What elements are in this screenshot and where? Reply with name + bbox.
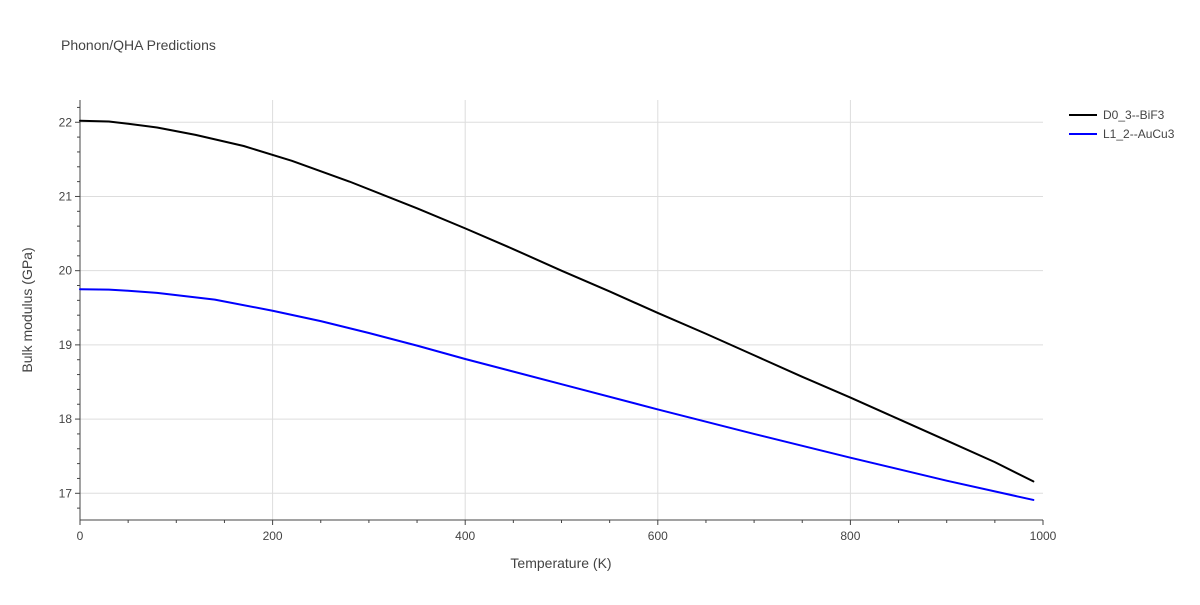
chart-title: Phonon/QHA Predictions: [61, 37, 216, 53]
y-tick-label: 22: [59, 115, 73, 129]
x-tick-label: 800: [840, 529, 860, 543]
y-tick-label: 17: [59, 486, 73, 500]
x-tick-label: 600: [648, 529, 668, 543]
series-line-1: [79, 288, 1035, 501]
x-tick-label: 400: [455, 529, 475, 543]
y-tick-label: 19: [59, 338, 73, 352]
y-tick-label: 21: [59, 189, 73, 203]
y-tick-label: 18: [59, 412, 73, 426]
grid-lines: [80, 100, 1043, 520]
legend[interactable]: D0_3--BiF3 L1_2--AuCu3: [1069, 108, 1175, 141]
legend-item-0[interactable]: D0_3--BiF3: [1069, 108, 1165, 122]
x-tick-label: 1000: [1030, 529, 1057, 543]
y-axis-title: Bulk modulus (GPa): [19, 247, 35, 372]
y-tick-label: 20: [59, 264, 73, 278]
x-tick-label: 0: [77, 529, 84, 543]
axes: 0 200 400 600 800 1000 17 18 19 20 21 22: [59, 100, 1057, 543]
x-tick-label: 200: [263, 529, 283, 543]
x-axis-title: Temperature (K): [510, 555, 611, 571]
legend-label: L1_2--AuCu3: [1103, 127, 1175, 141]
legend-label: D0_3--BiF3: [1103, 108, 1165, 122]
data-series: [79, 119, 1035, 501]
legend-item-1[interactable]: L1_2--AuCu3: [1069, 127, 1175, 141]
series-line-0: [79, 119, 1035, 483]
